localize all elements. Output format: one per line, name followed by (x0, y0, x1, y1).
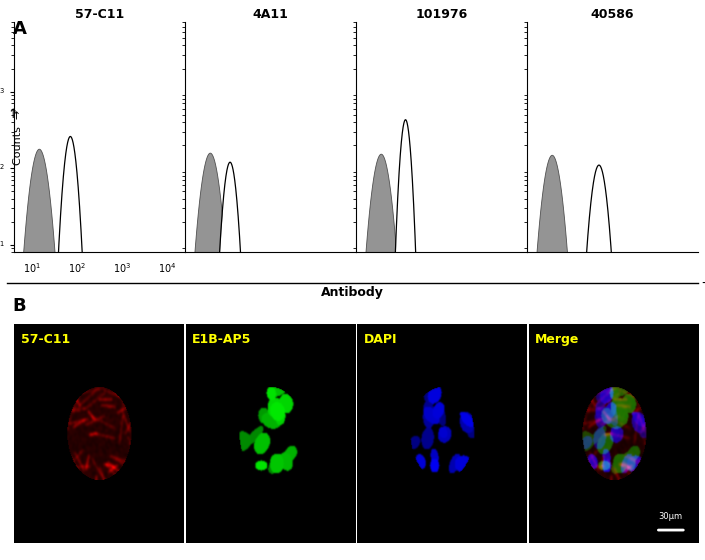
Title: 40586: 40586 (591, 8, 634, 21)
Text: 57-C11: 57-C11 (21, 333, 70, 346)
Text: $10^3$: $10^3$ (113, 261, 131, 274)
Title: 57-C11: 57-C11 (75, 8, 124, 21)
Text: Counts  →: Counts → (13, 110, 23, 165)
Text: E1B-AP5: E1B-AP5 (192, 333, 252, 346)
Title: 101976: 101976 (415, 8, 467, 21)
Title: 4A11: 4A11 (252, 8, 288, 21)
Text: $10^2$: $10^2$ (68, 261, 86, 274)
Text: Merge: Merge (535, 333, 580, 346)
Text: ↑: ↑ (8, 109, 18, 122)
Text: $10^1$: $10^1$ (23, 261, 41, 274)
Text: Antibody: Antibody (321, 286, 384, 299)
Text: B: B (13, 297, 26, 315)
Text: A: A (13, 20, 27, 38)
Text: 30μm: 30μm (658, 512, 683, 521)
Text: DAPI: DAPI (364, 333, 398, 346)
Text: $10^4$: $10^4$ (158, 261, 176, 274)
Text: →: → (701, 277, 705, 290)
